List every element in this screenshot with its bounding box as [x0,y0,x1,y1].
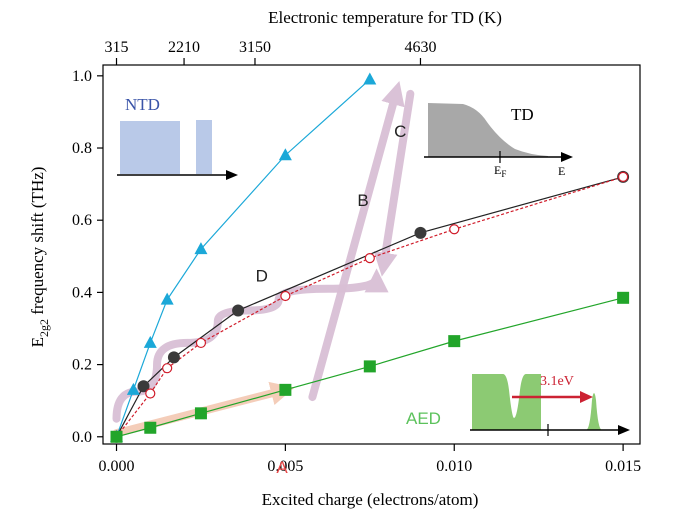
td-inset-distribution [428,103,548,157]
y-tick-label: 0.2 [72,357,92,374]
data-point-td_open [449,224,460,235]
pathway-arrow-C [373,89,415,277]
top-tick-label: 2210 [168,39,200,56]
pathway-arrow-B [308,81,405,402]
ntd-inset-label: NTD [125,95,160,114]
aed-excitation-arrowhead [580,391,593,403]
ntd-inset-arrowhead [226,170,238,180]
annotations: A B C D [256,122,407,477]
data-point-aed [363,360,376,373]
y-tick-label: 1.0 [72,68,92,85]
top-tick-label: 4630 [404,39,436,56]
x-tick-label: 0.005 [267,458,303,475]
aed-inset-arrowhead [618,425,630,435]
x-tick-label: 0.015 [605,458,641,475]
labels: Electronic temperature for TD (K) Excite… [28,8,502,509]
ntd-inset-block [120,121,180,174]
series-markers [110,72,630,443]
td-inset-energy-label: E [558,164,565,178]
series-line-td_open [116,176,624,438]
annotation-C: C [394,122,406,141]
data-point-td_open [618,171,629,182]
x-axis-title: Excited charge (electrons/atom) [262,490,479,509]
data-point-td_filled [167,351,180,364]
data-point-td_open [280,290,291,302]
insets: NTD TD EF E 3.1eV AED [117,95,630,436]
data-point-ntd [363,72,377,85]
aed-excitation-label: 3.1eV [540,374,574,389]
data-point-aed [448,335,461,348]
y-tick-label: 0.0 [72,429,92,446]
data-point-td_open [162,363,173,374]
data-point-aed [279,383,292,396]
data-point-td_filled [414,226,427,239]
top-axis-title: Electronic temperature for TD (K) [268,8,502,27]
y-tick-label: 0.6 [72,212,92,229]
y-axis-title: E2g2 frequency shift (THz) [28,167,51,348]
y-tick-label: 0.4 [72,284,92,301]
data-point-aed [617,291,630,304]
x-tick-label: 0.000 [99,458,135,475]
data-point-td_open [364,253,375,264]
data-point-td_filled [137,380,150,393]
aed-inset-label: AED [406,409,441,428]
top-tick-label: 3150 [239,39,271,56]
td-inset-fermi-label: EF [494,163,506,179]
data-point-ntd [160,292,174,305]
td-inset-label: TD [511,105,534,124]
data-point-aed [110,430,123,443]
annotation-D: D [256,267,268,286]
data-point-ntd [143,335,157,348]
data-point-td_open [195,337,207,349]
axes: 0.000 0.005 0.010 0.015 0.0 0.2 0.4 0.6 0.8 1.0 31… [72,39,641,475]
data-point-ntd [278,148,292,161]
annotation-A: A [276,458,288,477]
y-tick-label: 0.8 [72,140,92,157]
top-tick-label: 315 [105,39,129,56]
ntd-inset-block [196,120,212,174]
td-inset-arrowhead [561,152,573,162]
data-point-ntd [194,242,208,255]
aed-inset-excited [586,393,602,430]
plot-frame [102,64,641,445]
x-tick-label: 0.010 [436,458,472,475]
annotation-B: B [357,191,368,210]
data-point-td_open [145,388,156,399]
data-point-aed [194,407,207,420]
data-point-td_filled [232,304,245,317]
data-point-ntd [126,382,140,395]
aed-inset-occupied [472,374,541,430]
data-point-aed [144,421,157,434]
